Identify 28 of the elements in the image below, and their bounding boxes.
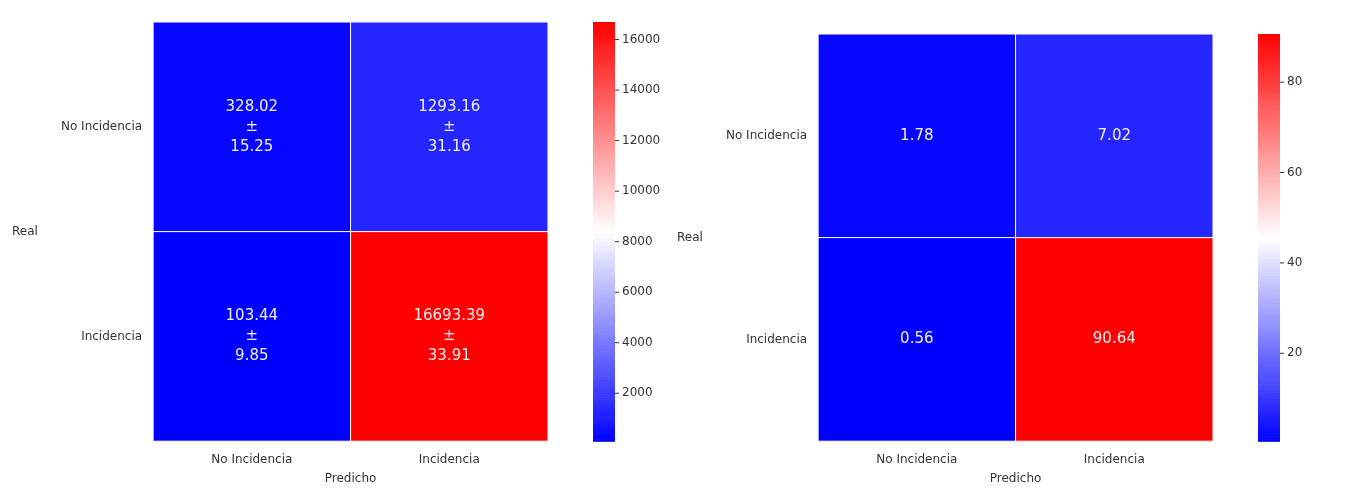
data-label: 16693.39 ± 33.91	[413, 306, 486, 365]
data-label: 0.56	[900, 329, 934, 348]
x-tick-label: No Incidencia	[211, 451, 293, 466]
color-bar-label: 80	[1287, 74, 1303, 89]
data-label: 90.64	[1092, 329, 1136, 348]
color-bar-label: 20	[1287, 345, 1303, 360]
color-bar-label: 10000	[622, 183, 661, 198]
x-axis-title: Predicho	[324, 470, 377, 485]
data-label: 328.02 ± 15.25	[225, 96, 279, 155]
color-bar-label: 16000	[622, 31, 661, 46]
x-tick-label: Incidencia	[418, 451, 480, 466]
color-bar-label: 4000	[622, 334, 653, 349]
color-bar-label: 14000	[622, 82, 661, 97]
color-bar-label: 6000	[622, 284, 653, 299]
data-label: 7.02	[1097, 125, 1131, 144]
x-tick-label: Incidencia	[1083, 451, 1145, 466]
color-bar-label: 2000	[622, 385, 653, 400]
data-label: 103.44 ± 9.85	[225, 306, 279, 365]
color-bar-label: 40	[1287, 255, 1303, 270]
color-bar-label: 60	[1287, 164, 1303, 179]
x-tick-label: No Incidencia	[876, 451, 958, 466]
y-axis-title: Real	[12, 223, 38, 238]
data-label: 1293.16 ± 31.16	[418, 96, 481, 155]
data-label: 1.78	[900, 125, 934, 144]
y-axis-title: Real	[677, 229, 703, 244]
color-bar-label: 12000	[622, 132, 661, 147]
x-axis-title: Predicho	[989, 470, 1042, 485]
color-bar-label: 8000	[622, 233, 653, 248]
